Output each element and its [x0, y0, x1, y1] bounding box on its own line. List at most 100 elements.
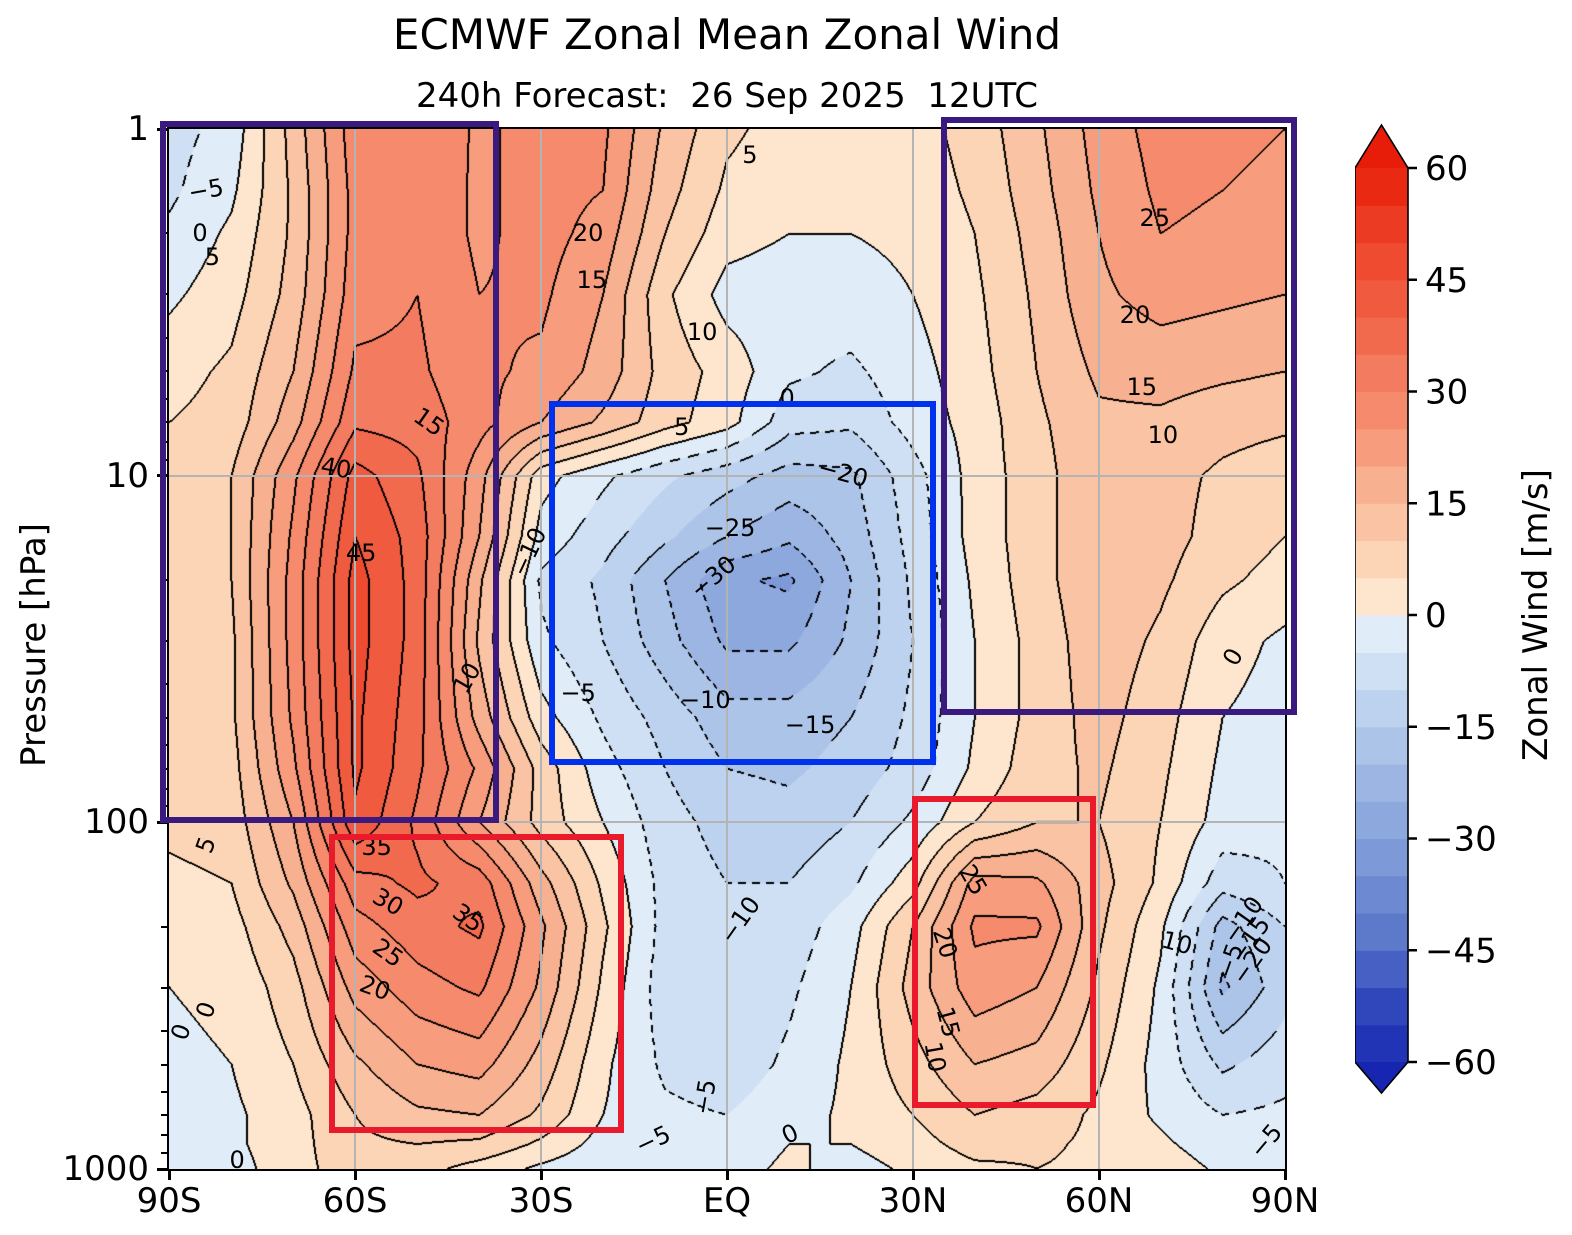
y-minor-tick: [161, 1030, 167, 1033]
colorbar-axis-label: Zonal Wind [m/s]: [1516, 469, 1556, 761]
y-minor-tick: [161, 986, 167, 989]
x-tick-label-EQ: EQ: [702, 1181, 752, 1221]
contour-label: −15: [784, 711, 836, 740]
colorbar-band: [1355, 801, 1408, 840]
contour-label: 15: [576, 266, 608, 295]
x-tick-90N: [1283, 1171, 1287, 1180]
highlight-box-purple-left: [159, 121, 499, 824]
colorbar-band: [1355, 726, 1408, 765]
contour-label: −5: [688, 1077, 723, 1117]
colorbar-band: [1355, 838, 1408, 877]
contour-label: 25: [1139, 204, 1171, 233]
colorbar-tick-label--60: −60: [1425, 1043, 1497, 1083]
y-minor-tick: [161, 1152, 167, 1155]
y-tick-label-1000: 1000: [62, 1149, 149, 1189]
colorbar-band: [1355, 764, 1408, 802]
x-tick-60N: [1097, 1171, 1101, 1180]
colorbar-tick-label--45: −45: [1425, 931, 1497, 971]
colorbar-band: [1355, 279, 1408, 318]
contour-label: 5: [674, 413, 690, 442]
colorbar-band: [1355, 466, 1408, 504]
colorbar-band: [1355, 540, 1408, 579]
x-tick-90S: [167, 1171, 171, 1180]
y-tick-label-100: 100: [84, 802, 149, 843]
y-minor-tick: [161, 925, 167, 928]
contour-label: 20: [572, 219, 604, 248]
colorbar-band: [1355, 168, 1408, 206]
gridline-p-10: [169, 474, 1285, 477]
colorbar-band: [1355, 652, 1408, 691]
colorbar-band: [1355, 1024, 1408, 1063]
colorbar-band: [1355, 950, 1408, 989]
colorbar-over-arrow: [1355, 125, 1408, 168]
contour-label: 10: [686, 317, 718, 346]
gridline-lat-30: [912, 129, 914, 1169]
colorbar-tick-label-15: 15: [1425, 484, 1468, 524]
contour-label: 10: [1158, 925, 1196, 961]
gridline-lat--60: [354, 129, 356, 1169]
y-minor-tick: [161, 1063, 167, 1066]
colorbar-band: [1355, 689, 1408, 728]
gridline-lat-60: [1098, 129, 1100, 1169]
y-tick-1000: [157, 1167, 167, 1171]
gridline-lat--30: [540, 129, 542, 1169]
colorbar-band: [1355, 875, 1408, 914]
x-tick-label-90S: 90S: [136, 1181, 202, 1221]
colorbar-band: [1355, 242, 1408, 281]
y-tick-label-10: 10: [105, 455, 149, 496]
colorbar-band: [1355, 615, 1408, 653]
colorbar-band: [1355, 317, 1408, 355]
colorbar-band: [1355, 577, 1408, 616]
contour-label: −25: [704, 514, 756, 543]
x-tick-label-30N: 30N: [878, 1181, 948, 1221]
contour-label: −10: [679, 686, 731, 715]
colorbar-tick-label--15: −15: [1425, 708, 1497, 748]
colorbar-band: [1355, 503, 1408, 542]
contour-plot-area: −5 0 5 15 40 45 10 −10 20 15 10 5 0 5 −20 −25 −30 −5 −10 −1…: [159, 116, 1298, 1174]
highlight-box-blue-middle: [549, 400, 936, 766]
colorbar-tick-label-60: 60: [1425, 149, 1468, 189]
y-minor-tick: [161, 1091, 167, 1094]
contour-label: 45: [345, 538, 377, 567]
contour-label: 5: [742, 141, 758, 170]
x-tick-30S: [539, 1171, 543, 1180]
x-tick-label-90N: 90N: [1250, 1181, 1320, 1221]
y-tick-label-1: 1: [127, 109, 149, 149]
colorbar-band: [1355, 987, 1408, 1026]
highlight-box-red-right: [911, 795, 1096, 1108]
y-minor-tick: [161, 1114, 167, 1117]
colorbar-tick-label-30: 30: [1425, 373, 1468, 413]
chart-subtitle: 240h Forecast: 26 Sep 2025 12UTC: [416, 76, 1038, 116]
gridline-p-100: [169, 821, 1285, 824]
x-tick-EQ: [725, 1171, 729, 1180]
contour-label: 0: [229, 1145, 245, 1174]
chart-title: ECMWF Zonal Mean Zonal Wind: [392, 10, 1062, 59]
contour-label: 0: [192, 219, 208, 248]
contour-label: 5: [204, 242, 221, 271]
highlight-box-red-left: [329, 833, 624, 1133]
contour-label: 20: [1119, 301, 1151, 329]
contour-label: −5: [560, 678, 596, 707]
x-tick-label-60S: 60S: [322, 1181, 388, 1221]
colorbar-band: [1355, 205, 1408, 244]
colorbar-tick-label-45: 45: [1425, 261, 1468, 301]
x-tick-60S: [353, 1171, 357, 1180]
y-axis-label: Pressure [hPa]: [14, 523, 54, 767]
colorbar-band: [1355, 354, 1408, 393]
colorbar-under-arrow: [1355, 1062, 1408, 1093]
highlight-box-purple-right: [941, 116, 1298, 715]
colorbar-tick-label--30: −30: [1425, 820, 1497, 860]
x-tick-label-30S: 30S: [508, 1181, 574, 1221]
gridline-lat-0: [726, 129, 728, 1169]
colorbar-band: [1355, 428, 1408, 467]
x-tick-label-60N: 60N: [1064, 1181, 1134, 1221]
y-minor-tick: [161, 1134, 167, 1137]
x-tick-30N: [911, 1171, 915, 1180]
colorbar: 60 45 30 15 0 −15 −30 −45 −60 Zonal Wind [m/s]: [1355, 123, 1556, 1095]
colorbar-band: [1355, 391, 1408, 430]
contour-label: 15: [1126, 373, 1158, 402]
colorbar-band: [1355, 913, 1408, 951]
contour-label: 10: [1147, 421, 1179, 450]
colorbar-tick-label-0: 0: [1425, 596, 1447, 636]
